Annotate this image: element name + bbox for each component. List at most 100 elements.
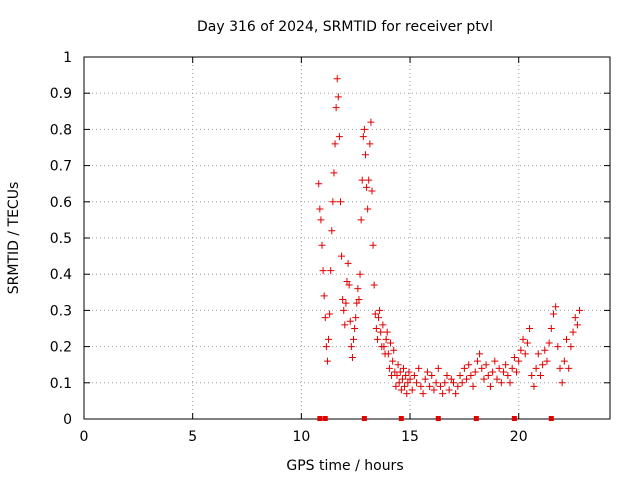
data-point (476, 350, 484, 358)
data-point (547, 325, 555, 332)
data-point (563, 335, 571, 343)
data-point (366, 140, 374, 148)
data-point (339, 296, 347, 304)
data-point (363, 183, 371, 191)
zero-marker (398, 416, 404, 421)
data-point (334, 93, 342, 101)
data-point (347, 343, 355, 351)
data-point (467, 372, 475, 380)
data-point (376, 306, 384, 314)
data-point (398, 375, 406, 383)
data-point (443, 372, 451, 380)
data-point (323, 357, 331, 365)
data-point (576, 306, 584, 314)
data-point (384, 350, 392, 358)
data-point (365, 176, 373, 184)
data-point (392, 382, 400, 390)
data-point (534, 350, 542, 358)
data-point (343, 277, 351, 285)
data-point (345, 281, 353, 289)
data-point (373, 335, 381, 343)
data-point (504, 372, 512, 380)
data-point (465, 361, 473, 369)
data-point (385, 364, 393, 372)
data-point (450, 379, 458, 387)
y-tick-label: 0.7 (50, 159, 72, 175)
x-ticks: 0 5 10 15 20 (80, 57, 528, 445)
data-point (380, 343, 388, 351)
data-point (486, 382, 494, 390)
data-point (463, 375, 471, 383)
data-point (402, 372, 410, 380)
data-point (333, 75, 341, 83)
data-point (359, 133, 367, 141)
x-tick-label: 10 (292, 429, 310, 445)
data-point (390, 346, 398, 354)
data-point (320, 292, 328, 300)
data-point (489, 368, 497, 376)
data-point (426, 382, 434, 390)
data-point (318, 241, 326, 249)
data-point (515, 357, 523, 365)
data-point (526, 325, 534, 332)
data-point (358, 176, 366, 184)
data-point (405, 368, 413, 376)
data-point (434, 364, 442, 372)
data-point (497, 379, 505, 387)
data-point (348, 353, 356, 361)
data-point (338, 252, 346, 260)
data-point (394, 361, 402, 369)
data-point (499, 368, 507, 376)
data-point (430, 386, 438, 394)
data-point (554, 343, 562, 351)
data-point (413, 379, 421, 387)
x-tick-label: 0 (80, 429, 89, 445)
data-point (415, 364, 423, 372)
data-point (389, 357, 397, 365)
data-point (528, 372, 536, 380)
data-point (471, 368, 479, 376)
data-point (353, 299, 361, 307)
data-point (447, 375, 455, 383)
zero-markers (317, 416, 554, 421)
data-point (404, 379, 412, 387)
data-point (332, 104, 340, 112)
data-point (341, 321, 349, 329)
data-point (428, 372, 436, 380)
data-point (322, 343, 330, 351)
data-point (335, 133, 343, 141)
data-point (439, 390, 447, 398)
data-point (565, 364, 573, 372)
y-tick-label: 1 (63, 50, 72, 66)
data-point (532, 364, 540, 372)
zero-marker (473, 416, 479, 421)
data-point (357, 216, 365, 224)
data-point (382, 335, 390, 343)
zero-marker (511, 416, 517, 421)
data-point (344, 259, 352, 267)
data-point (403, 390, 411, 398)
data-point (361, 151, 369, 159)
data-point (571, 314, 579, 322)
data-point (346, 317, 354, 325)
data-point (406, 375, 414, 383)
data-point (369, 241, 377, 249)
data-point (419, 390, 427, 398)
data-point (460, 364, 468, 372)
data-point (325, 335, 333, 343)
data-point (456, 372, 464, 380)
data-point (372, 325, 380, 332)
data-point (367, 118, 375, 126)
data-point (383, 328, 391, 336)
data-point (495, 364, 503, 372)
x-tick-label: 15 (401, 429, 419, 445)
data-point (491, 357, 499, 365)
data-point (350, 335, 358, 343)
zero-marker (322, 416, 328, 421)
data-point (354, 285, 362, 293)
y-tick-label: 0 (63, 412, 72, 428)
data-point (400, 364, 408, 372)
data-point (513, 368, 521, 376)
data-point (573, 321, 581, 329)
